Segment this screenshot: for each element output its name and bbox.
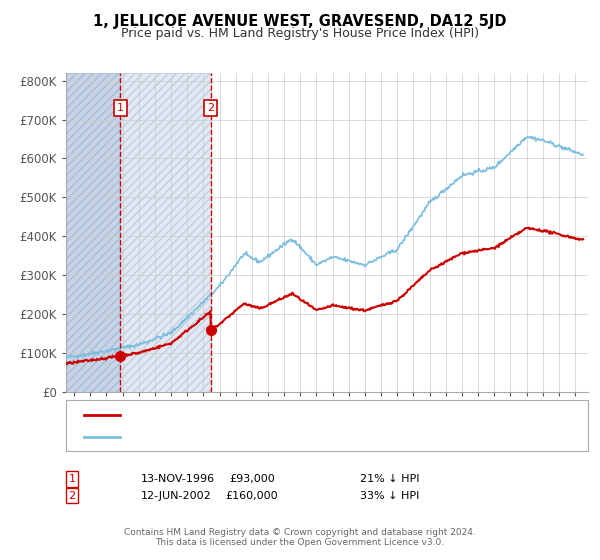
- Text: 1: 1: [68, 474, 76, 484]
- Bar: [66, 73, 121, 392]
- Text: 33% ↓ HPI: 33% ↓ HPI: [360, 491, 419, 501]
- Text: 13-NOV-1996: 13-NOV-1996: [141, 474, 215, 484]
- Text: 1, JELLICOE AVENUE WEST, GRAVESEND, DA12 5JD: 1, JELLICOE AVENUE WEST, GRAVESEND, DA12…: [93, 14, 507, 29]
- Text: 2: 2: [207, 103, 214, 113]
- Text: £160,000: £160,000: [226, 491, 278, 501]
- Text: £93,000: £93,000: [229, 474, 275, 484]
- Text: Price paid vs. HM Land Registry's House Price Index (HPI): Price paid vs. HM Land Registry's House …: [121, 27, 479, 40]
- Text: 12-JUN-2002: 12-JUN-2002: [141, 491, 212, 501]
- Text: 21% ↓ HPI: 21% ↓ HPI: [360, 474, 419, 484]
- Bar: [121, 73, 211, 392]
- Text: 2: 2: [68, 491, 76, 501]
- Text: 1, JELLICOE AVENUE WEST, GRAVESEND, DA12 5JD (detached house): 1, JELLICOE AVENUE WEST, GRAVESEND, DA12…: [126, 409, 485, 419]
- Text: 1: 1: [117, 103, 124, 113]
- Bar: [66, 73, 121, 392]
- Bar: [121, 73, 211, 392]
- Text: Contains HM Land Registry data © Crown copyright and database right 2024.
This d: Contains HM Land Registry data © Crown c…: [124, 528, 476, 547]
- Text: HPI: Average price, detached house, Gravesham: HPI: Average price, detached house, Grav…: [126, 432, 379, 442]
